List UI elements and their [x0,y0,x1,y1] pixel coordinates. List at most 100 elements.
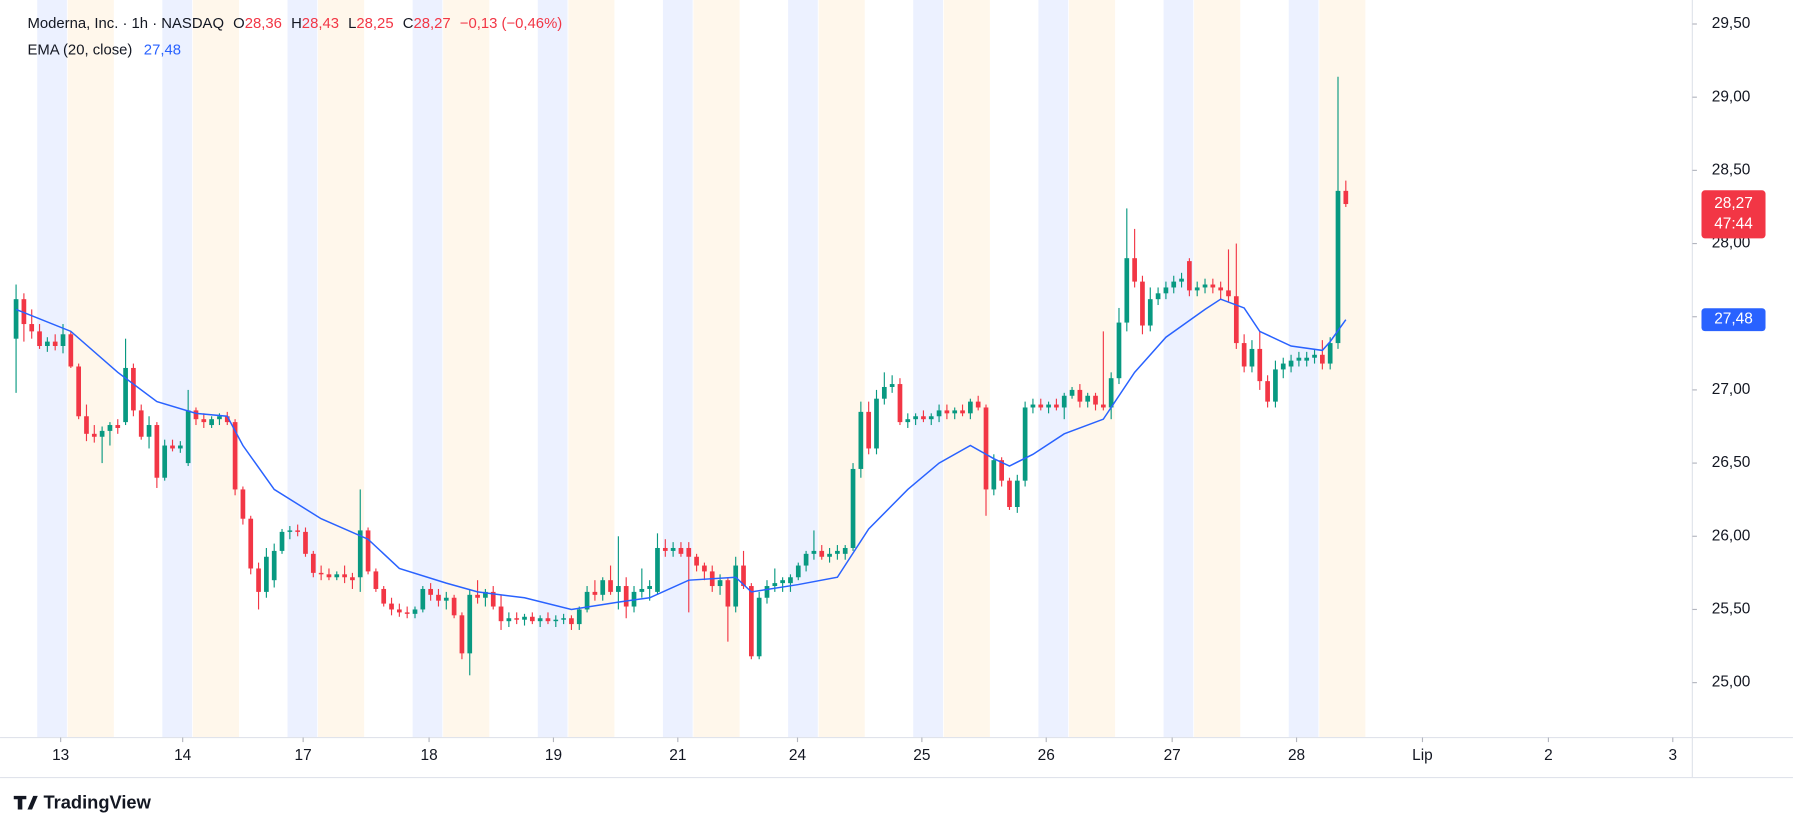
candle-body [490,591,496,607]
candle-body [991,460,997,490]
candle-body [960,410,965,414]
candle-body [576,609,582,625]
candle-body [52,341,58,347]
brand: TradingView [43,792,151,813]
candle-body [334,574,340,578]
candle-body [1320,354,1325,364]
candle-body [506,618,512,622]
x-tick-label: 27 [1164,747,1181,764]
logo: TradingView [13,792,152,813]
candle-body [1335,190,1341,344]
postmarket-band [192,0,240,738]
candle-body [717,580,723,587]
postmarket-band [943,0,990,738]
candle-body [209,419,214,426]
candle-body [1171,281,1177,288]
candle-body [1014,480,1020,508]
candle-body [420,588,426,610]
ema-line [15,298,1347,611]
candle-body [647,586,653,589]
candle-body [733,565,739,607]
candle-body [37,331,42,347]
candle-body [811,550,817,554]
y-tick-label: 26,50 [1712,454,1751,471]
candle-body [968,401,973,414]
candle-body [788,577,793,584]
candle-body [397,609,402,613]
premarket-band [1288,0,1319,738]
candle-body [678,547,684,554]
candle-body [835,550,840,554]
candle-body [819,550,825,557]
candle-body [1187,261,1192,291]
candle-body [224,416,230,423]
candle-body [1069,389,1075,396]
candle-body [1273,369,1278,402]
candle-body [1179,278,1184,282]
candle-body [1108,378,1114,408]
premarket-band [788,0,818,738]
candle-body [271,550,277,581]
candle-body [1140,281,1145,326]
candle-body [1343,190,1349,205]
candle-body [217,416,222,420]
premarket-band [1163,0,1194,738]
candle-body [780,580,785,584]
candle-body [232,422,238,490]
last-price-label: 28,27 [1714,195,1753,212]
ohlc-key: O [233,16,245,32]
x-tick-label: 14 [174,747,192,764]
candle-body [616,586,621,592]
candle-body [655,547,660,592]
candle-body [1296,357,1302,361]
candle-body [1312,354,1317,358]
candle-body [1132,258,1137,282]
candle-body [1194,287,1200,291]
indicator-legend: EMA (20, close) 27,48 [27,42,181,58]
candle-body [1202,284,1208,288]
indicator-value: 27,48 [144,42,181,58]
premarket-band [37,0,67,738]
candle-body [748,586,754,657]
x-tick-label: 3 [1668,747,1677,764]
candle-body [983,407,989,490]
candle-body [1163,287,1169,294]
candle-body [561,618,566,620]
candle-body [287,530,293,532]
candle-body [608,580,613,592]
candle-body [584,591,590,610]
x-tick-label: 2 [1544,747,1553,764]
logo-icon [13,795,38,810]
x-tick-label: 25 [913,747,930,764]
candle-body [29,324,35,332]
candle-body [295,530,301,532]
candle-body [600,580,606,595]
candle-body [279,531,285,551]
candle-body [858,411,864,469]
candle-body [741,565,746,587]
candle-body [1046,404,1051,408]
postmarket-band [1319,0,1366,738]
candle-body [639,588,645,592]
candle-body [146,425,152,437]
countdown: 47:44 [1714,216,1753,233]
candle-body [91,433,97,437]
candle-body [686,547,692,557]
candle-body [881,386,887,399]
candle-body [1304,357,1310,361]
x-tick-label: 28 [1288,747,1305,764]
premarket-band [412,0,443,738]
ema-price-label: 27,48 [1714,311,1753,328]
candle-body [1327,343,1333,364]
y-tick-label: 25,50 [1712,601,1751,618]
y-tick-label: 28,50 [1712,161,1751,178]
candle-body [318,572,324,575]
y-tick-label: 29,00 [1712,88,1751,105]
candle-body [428,588,433,595]
ohlc-value: 28,36 [245,16,282,32]
candle-body [138,410,144,437]
postmarket-band [693,0,740,738]
candle-body [350,577,355,581]
postmarket-band [568,0,615,738]
